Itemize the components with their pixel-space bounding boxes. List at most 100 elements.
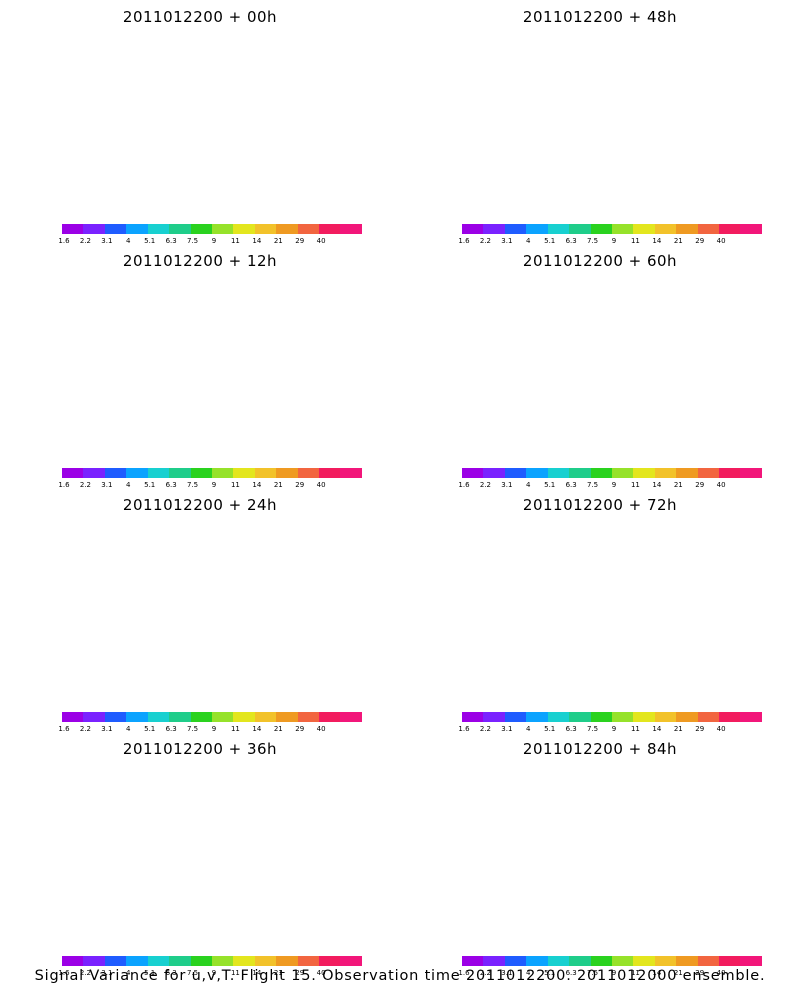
graticule-line [312, 278, 378, 301]
colorbar-ticks: 1.6 2.2 3.1 4 5.1 6.3 7.5 9 11 14 21 29 40 [50, 481, 374, 491]
spread-region-yellow [561, 561, 660, 603]
colorbar-tick-label: 9 [611, 969, 617, 977]
colorbar-swatch [504, 224, 527, 234]
colorbar-tick-label: 21 [273, 725, 283, 733]
colorbar-tick-label: 7.5 [186, 725, 199, 733]
colorbar-swatch [654, 712, 677, 722]
graticule-line [420, 518, 439, 545]
spread-region-low [189, 84, 350, 156]
spread-region-low [242, 608, 380, 698]
graticule-line [20, 274, 380, 301]
colorbar-swatch [633, 712, 655, 722]
colorbar-tick-label: 5.1 [544, 237, 556, 245]
colorbar-tick-label: 2.2 [479, 725, 491, 733]
spread-region-low [420, 518, 780, 545]
coastline [614, 766, 631, 789]
colorbar-swatch [62, 712, 84, 722]
spread-gap [657, 921, 682, 933]
colorbar-swatch [740, 956, 762, 966]
colorbar-tick-label: 21 [673, 481, 683, 489]
colorbar-swatch [126, 224, 148, 234]
panel-title: 2011012200 + 48h [522, 8, 678, 26]
map-domain [420, 274, 780, 301]
colorbar-swatch [611, 956, 634, 966]
spread-region-orange [196, 570, 233, 587]
spread-region-yellow [182, 326, 239, 350]
colorbar-swatch [611, 224, 634, 234]
colorbar-swatch [169, 712, 191, 722]
spread-gap [515, 388, 545, 400]
coastline [234, 778, 276, 789]
colorbar-ticks: 1.6 2.2 3.1 4 5.1 6.3 7.5 9 11 14 21 29 40 [450, 481, 774, 491]
colorbar-ticks: 1.6 2.2 3.1 4 5.1 6.3 7.5 9 11 14 21 29 40 [450, 969, 774, 979]
graticule-line [420, 762, 780, 789]
colorbar-swatch [611, 712, 634, 722]
colorbar-swatch [297, 468, 320, 478]
colorbar-tick-label: 11 [230, 481, 240, 489]
colorbar-swatch [297, 224, 320, 234]
spread-region-mid [624, 628, 696, 668]
graticule-line [420, 772, 780, 789]
map-border [20, 518, 380, 544]
graticule-line [20, 274, 39, 301]
graticule-line [108, 541, 143, 545]
colorbar-swatch [697, 224, 720, 234]
spread-region-low [420, 547, 780, 698]
graticule-line [761, 518, 780, 545]
colorbar-tick-label: 2.2 [479, 237, 491, 245]
coastline [540, 96, 765, 127]
map-domain [20, 762, 380, 789]
graticule-line [257, 53, 292, 57]
spread-region-low [420, 643, 699, 698]
coastline [540, 340, 765, 371]
colorbar-ticks: 1.6 2.2 3.1 4 5.1 6.3 7.5 9 11 14 21 29 40 [50, 237, 374, 247]
graticule-line [312, 522, 378, 545]
spread-region-mid [497, 366, 603, 422]
graticule-line [420, 274, 780, 301]
spread-region-low [420, 400, 695, 454]
colorbar-tick-label: 1.6 [58, 481, 70, 489]
spread-region-low [420, 274, 780, 301]
colorbar-swatch [319, 224, 341, 234]
graticule-line [312, 766, 378, 789]
spread-gap [112, 876, 149, 888]
colorbar-tick-label: 9 [211, 969, 217, 977]
colorbar-tick-label: 1.6 [458, 969, 470, 977]
colorbar-swatch [254, 468, 277, 478]
colorbar-tick-label: 40 [716, 481, 726, 489]
colorbar-swatch [569, 956, 591, 966]
graticule-line [20, 274, 380, 301]
colorbar-tick-label: 9 [611, 725, 617, 733]
spread-gap [253, 921, 287, 933]
colorbar-swatch [254, 224, 277, 234]
graticule-line [712, 34, 778, 57]
colorbar-swatch [340, 468, 362, 478]
panel-title: 2011012200 + 84h [522, 740, 678, 758]
colorbar-swatch [697, 468, 720, 478]
colorbar-swatch [211, 712, 234, 722]
graticule-line [20, 762, 380, 789]
spread-region-low [24, 139, 156, 191]
colorbar-swatch [547, 224, 570, 234]
spread-region-mid [626, 385, 694, 422]
colorbar-swatch [233, 224, 255, 234]
colorbar [462, 956, 762, 966]
spread-region-mid [508, 317, 683, 392]
spread-region-orange [199, 327, 232, 342]
spread-region-low [149, 798, 380, 905]
graticule-line [508, 297, 543, 301]
forecast-panel: 2011012200 + 72h 1.6 2.2 3.1 4 5.1 6.3 7.5 9 11 14… [420, 492, 780, 733]
graticule-line [22, 766, 88, 789]
forecast-panel: 2011012200 + 12h 1.6 2.2 3.1 4 5.1 6.3 7.5 9 11 14… [20, 248, 380, 489]
graticule-line [257, 297, 292, 301]
graticule-line [761, 274, 780, 301]
colorbar-tick-label: 11 [630, 969, 640, 977]
colorbar-tick-label: 21 [273, 481, 283, 489]
spread-region-low [613, 589, 780, 698]
graticule-line [420, 274, 780, 301]
coastline [214, 522, 231, 545]
spread-region-mid [501, 802, 690, 883]
graticule-line [657, 53, 692, 57]
colorbar-swatch [340, 956, 362, 966]
colorbar-tick-label: 29 [295, 725, 305, 733]
